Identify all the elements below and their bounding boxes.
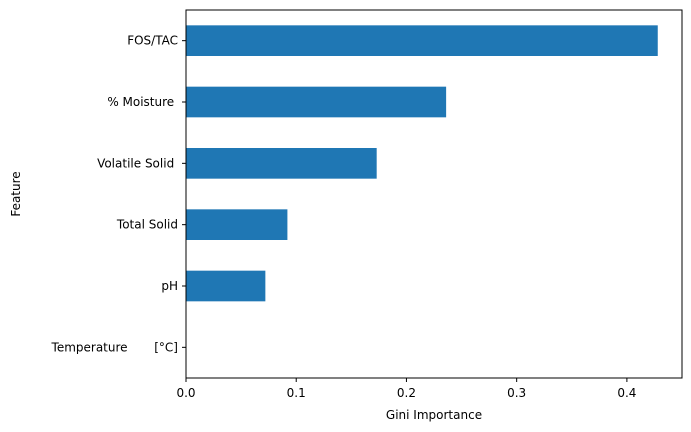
x-tick-label: 0.2 [397,386,416,400]
y-axis-label: Feature [9,171,23,216]
bar-1 [186,86,447,118]
y-tick-label: Total Solid [116,218,178,232]
y-tick-label: FOS/TAC [127,34,178,48]
x-axis-ticks: 0.0 0.1 0.2 0.3 0.4 [176,378,636,400]
x-tick-label: 0.1 [287,386,306,400]
x-tick-label: 0.3 [507,386,526,400]
bar-3 [186,209,288,240]
y-tick-label: Volatile Solid [97,156,178,170]
y-axis-ticks: FOS/TAC % Moisture Volatile Solid Total S… [51,34,186,354]
y-tick-label: pH [161,279,178,293]
y-tick-label: % Moisture [107,95,178,109]
y-tick-label: Temperature [°C] [51,340,178,354]
bar-0 [186,25,658,56]
bar-4 [186,270,266,302]
x-axis-label: Gini Importance [386,408,482,422]
x-tick-label: 0.0 [176,386,195,400]
bars-group [186,25,658,302]
x-tick-label: 0.4 [617,386,636,400]
bar-2 [186,148,377,179]
plot-frame [185,9,683,379]
